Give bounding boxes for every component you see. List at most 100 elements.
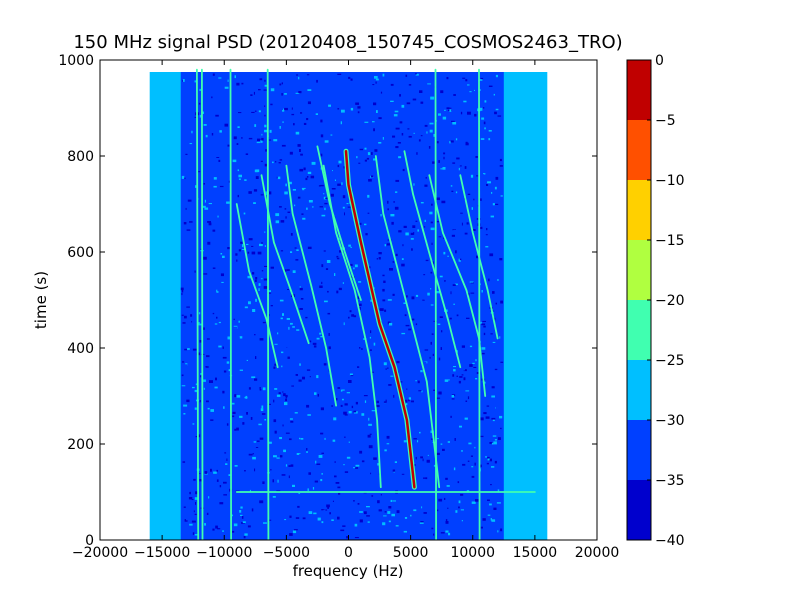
heatmap-noise-cell [265,193,269,196]
heatmap-noise-cell [284,402,288,406]
heatmap-noise-cell [475,156,478,158]
heatmap-noise-cell [373,342,376,346]
heatmap-noise-cell [488,278,490,282]
heatmap-noise-cell [261,137,264,141]
heatmap-noise-cell [423,361,427,364]
heatmap-noise-cell [461,368,465,371]
heatmap-noise-cell [436,181,440,184]
heatmap-noise-cell [484,127,486,130]
heatmap-noise-cell [195,502,197,505]
heatmap-noise-cell [431,203,433,206]
heatmap-noise-cell [415,220,418,222]
heatmap-noise-cell [487,456,490,460]
heatmap-noise-cell [198,312,201,315]
heatmap-noise-cell [401,258,404,260]
heatmap-noise-cell [288,475,290,479]
heatmap-noise-cell [294,204,296,207]
heatmap-noise-cell [494,460,497,464]
heatmap-noise-cell [255,356,257,359]
heatmap-noise-cell [430,288,432,290]
heatmap-noise-cell [275,220,279,224]
heatmap-noise-cell [222,346,224,349]
heatmap-noise-cell [349,536,354,539]
heatmap-noise-cell [185,153,188,155]
heatmap-noise-cell [242,422,245,425]
heatmap-noise-cell [440,168,444,170]
heatmap-noise-cell [443,156,445,160]
heatmap-noise-cell [431,527,434,530]
heatmap-noise-cell [475,348,479,351]
heatmap-noise-cell [488,138,491,141]
heatmap-noise-cell [206,512,209,515]
heatmap-noise-cell [272,479,274,483]
heatmap-noise-cell [190,314,193,317]
heatmap-noise-cell [260,194,264,196]
heatmap-noise-cell [255,298,257,302]
heatmap-noise-cell [327,290,329,293]
heatmap-noise-cell [396,296,399,299]
heatmap-noise-cell [194,389,198,393]
heatmap-noise-cell [277,176,281,180]
heatmap-noise-cell [450,260,453,263]
heatmap-noise-cell [389,268,393,271]
heatmap-noise-cell [395,179,400,182]
heatmap-noise-cell [393,114,398,117]
heatmap-noise-cell [456,350,458,353]
heatmap-noise-cell [391,351,393,354]
signal-trace-11 [201,68,204,540]
heatmap-noise-cell [344,212,345,216]
heatmap-noise-cell [444,109,446,111]
heatmap-noise-cell [219,185,224,188]
heatmap-noise-cell [499,158,502,162]
heatmap-noise-cell [241,516,244,519]
heatmap-noise-cell [236,427,239,431]
heatmap-noise-cell [214,386,218,389]
heatmap-noise-cell [467,84,470,86]
heatmap-noise-cell [431,438,434,440]
heatmap-noise-cell [333,417,337,421]
heatmap-noise-cell [425,177,427,179]
heatmap-noise-cell [492,203,495,206]
heatmap-noise-cell [308,511,313,514]
heatmap-noise-cell [295,131,300,135]
heatmap-noise-cell [417,440,419,443]
heatmap-noise-cell [251,245,254,247]
heatmap-noise-cell [217,528,221,530]
heatmap-noise-cell [473,366,477,368]
heatmap-noise-cell [367,152,371,156]
heatmap-noise-cell [392,500,396,502]
heatmap-noise-cell [273,139,278,142]
heatmap-noise-cell [431,242,433,245]
heatmap-noise-cell [268,441,272,444]
colorbar-segment [627,240,651,300]
heatmap-noise-cell [319,285,323,288]
heatmap-noise-cell [243,384,246,387]
heatmap-noise-cell [236,336,240,339]
heatmap-noise-cell [415,73,417,75]
colorbar-tick-label: 0 [655,53,664,69]
heatmap-noise-cell [378,509,382,512]
heatmap-noise-cell [500,361,504,363]
heatmap-noise-cell [391,484,394,486]
heatmap-noise-cell [389,93,392,95]
heatmap-noise-cell [269,129,272,133]
heatmap-noise-cell [348,380,352,383]
heatmap-noise-cell [183,222,187,225]
heatmap-noise-cell [456,157,460,160]
heatmap-noise-cell [375,81,377,84]
heatmap-noise-cell [431,333,434,335]
heatmap-noise-cell [447,441,450,443]
heatmap-noise-cell [492,291,495,294]
heatmap-noise-cell [499,258,503,261]
heatmap-noise-cell [306,451,308,453]
heatmap-noise-cell [286,318,290,320]
heatmap-noise-cell [373,521,377,524]
heatmap-noise-cell [349,373,353,376]
heatmap-noise-cell [460,493,464,496]
heatmap-noise-cell [391,513,395,517]
heatmap-noise-cell [480,417,484,421]
heatmap-noise-cell [295,374,298,376]
heatmap-noise-cell [338,160,342,164]
heatmap-noise-cell [382,137,384,140]
heatmap-noise-cell [289,418,293,420]
